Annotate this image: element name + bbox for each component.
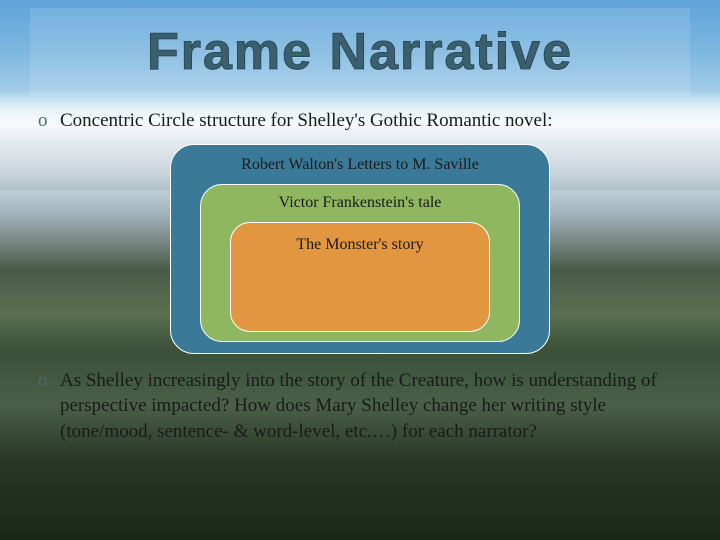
bullet-1: o Concentric Circle structure for Shelle… <box>38 108 682 134</box>
bullet-1-text: Concentric Circle structure for Shelley'… <box>60 108 682 134</box>
bullet-2: o As Shelley increasingly into the story… <box>38 368 682 445</box>
slide: Frame Narrative o Concentric Circle stru… <box>0 0 720 540</box>
circle-middle-label: Victor Frankenstein's tale <box>170 194 550 212</box>
slide-title: Frame Narrative <box>147 22 573 82</box>
concentric-diagram: Robert Walton's Letters to M. Saville Vi… <box>170 144 550 354</box>
title-band: Frame Narrative <box>30 8 690 96</box>
bullet-2-text: As Shelley increasingly into the story o… <box>60 368 682 445</box>
bullet-marker: o <box>38 368 60 394</box>
content-area: o Concentric Circle structure for Shelle… <box>38 108 682 455</box>
circle-outer-label: Robert Walton's Letters to M. Saville <box>170 156 550 174</box>
bullet-marker: o <box>38 108 60 134</box>
circle-inner-label: The Monster's story <box>170 236 550 254</box>
